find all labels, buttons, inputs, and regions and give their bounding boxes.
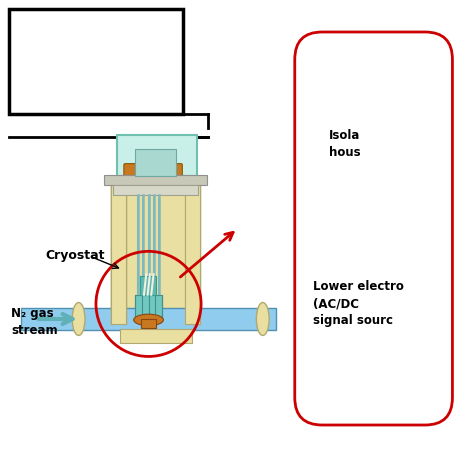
Text: Lower electro
(AC/DC
signal sourc: Lower electro (AC/DC signal sourc — [313, 281, 404, 327]
Bar — [140, 276, 156, 295]
FancyBboxPatch shape — [117, 135, 197, 176]
Bar — [111, 185, 126, 324]
FancyBboxPatch shape — [124, 164, 141, 176]
Bar — [135, 149, 176, 176]
Bar — [104, 175, 207, 185]
Text: Cryostat: Cryostat — [46, 250, 105, 262]
FancyBboxPatch shape — [144, 164, 162, 176]
Text: Isola
hous: Isola hous — [329, 129, 361, 159]
Ellipse shape — [72, 303, 85, 335]
Ellipse shape — [256, 303, 269, 335]
Bar — [120, 329, 192, 343]
Text: N₂ gas
stream: N₂ gas stream — [11, 307, 58, 337]
Bar — [111, 178, 126, 324]
FancyBboxPatch shape — [9, 9, 183, 114]
Bar — [141, 319, 156, 328]
Ellipse shape — [134, 314, 164, 325]
Bar — [135, 295, 162, 320]
Bar — [111, 185, 200, 324]
Bar — [185, 178, 200, 324]
Bar — [21, 308, 276, 330]
Bar — [185, 185, 200, 324]
FancyBboxPatch shape — [165, 164, 182, 176]
Bar — [113, 185, 198, 195]
